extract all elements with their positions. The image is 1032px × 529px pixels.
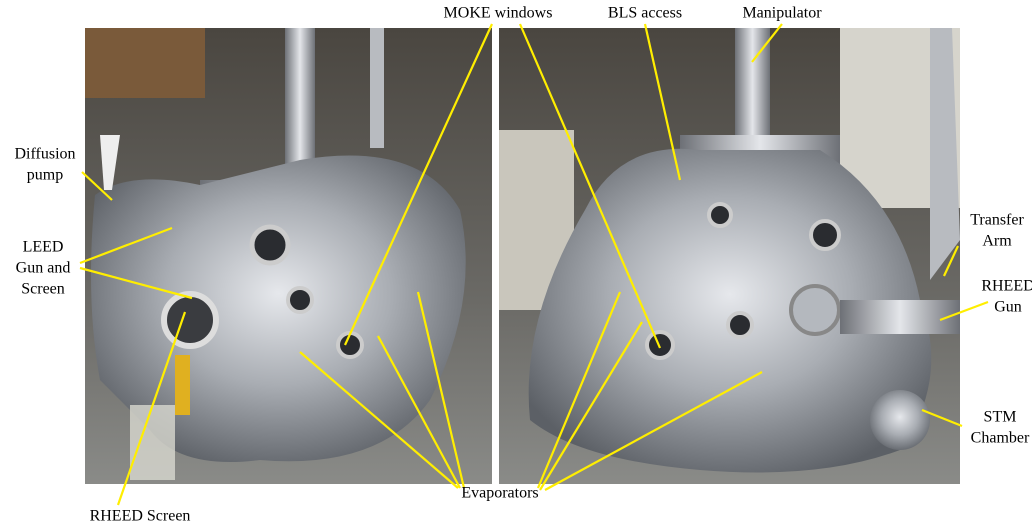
label: Chamber	[971, 430, 1030, 447]
label: RHEED Screen	[90, 508, 191, 525]
label: BLS access	[608, 5, 682, 22]
label: Transfer	[970, 212, 1024, 229]
label: Diffusion	[14, 146, 75, 163]
label: Manipulator	[742, 5, 822, 22]
label: STM	[984, 409, 1017, 426]
label: Gun	[994, 299, 1022, 316]
label: pump	[27, 167, 63, 184]
label: Screen	[21, 281, 65, 298]
label: RHEED	[981, 278, 1032, 295]
label: Gun and	[16, 260, 71, 277]
figure: MOKE windows BLS access Manipulator Diff…	[0, 0, 1032, 529]
label: MOKE windows	[444, 5, 553, 22]
label: LEED	[23, 239, 64, 256]
label: Arm	[982, 233, 1012, 250]
photo-left	[85, 28, 492, 484]
label: Evaporators	[461, 485, 538, 502]
